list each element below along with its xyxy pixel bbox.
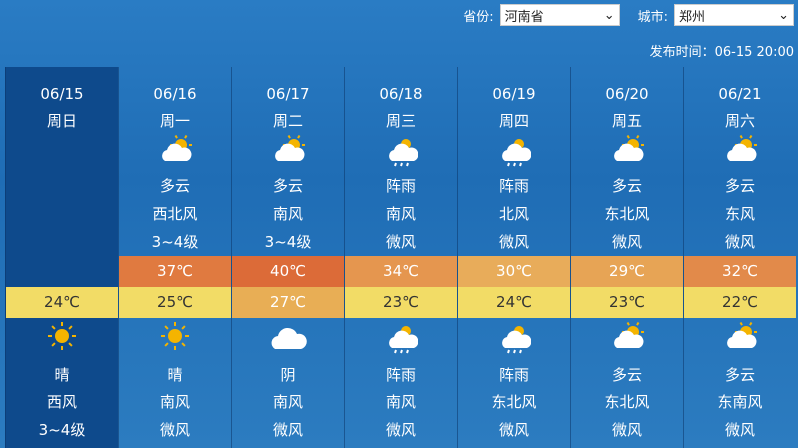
partly-cloudy-icon [722, 134, 758, 169]
date: 06/19 [492, 85, 536, 103]
cloud-icon [269, 322, 307, 356]
night-wind: 东南风 [717, 393, 763, 411]
low-temp: 23℃ [571, 287, 683, 318]
day-wind-level: 3~4级 [151, 233, 199, 251]
weekday: 周二 [272, 112, 303, 130]
sun-icon [46, 322, 78, 356]
partly-cloudy-icon [722, 321, 758, 356]
night-wind-level: 微风 [159, 421, 190, 439]
day-wind-level: 3~4级 [264, 233, 312, 251]
day-wind: 南风 [385, 205, 416, 223]
weekday: 周一 [159, 112, 190, 130]
chevron-down-icon: ⌄ [603, 7, 615, 23]
day-weather: 阵雨 [498, 177, 529, 195]
high-temp: 34℃ [345, 256, 457, 287]
publish-time: 发布时间：06-15 20:00 [649, 45, 794, 60]
night-wind-level: 微风 [724, 421, 755, 439]
day-column: 06/21 周六多云 东风 微风 32℃ 22℃ 多云 东南风 微风 [683, 67, 796, 448]
day-wind-level: 微风 [385, 233, 416, 251]
day-column: 06/18 周三阵雨 南风 微风 34℃ 23℃ 阵雨 南风 微风 [344, 67, 457, 448]
day-weather: 阵雨 [385, 177, 416, 195]
sun-icon [159, 322, 191, 356]
day-column: 06/17 周二多云 南风 3~4级 40℃ 27℃ 阴 南风 微风 [231, 67, 344, 448]
day-column: 06/19 周四阵雨 北风 微风 30℃ 24℃ 阵雨 东北风 微风 [457, 67, 570, 448]
night-weather: 晴 [167, 366, 183, 384]
partly-cloudy-icon [609, 321, 645, 356]
date: 06/17 [266, 85, 310, 103]
night-wind: 西风 [46, 393, 77, 411]
date: 06/21 [718, 85, 762, 103]
night-weather: 多云 [724, 366, 755, 384]
weekday: 周五 [611, 112, 642, 130]
day-weather: 多云 [159, 177, 190, 195]
low-temp: 23℃ [345, 287, 457, 318]
night-wind-level: 微风 [498, 421, 529, 439]
night-wind-level: 3~4级 [38, 421, 86, 439]
day-wind-level: 微风 [611, 233, 642, 251]
night-weather: 阴 [280, 366, 296, 384]
day-wind: 南风 [272, 205, 303, 223]
date: 06/15 [40, 85, 84, 103]
day-weather: 多云 [611, 177, 642, 195]
rain-icon [384, 322, 419, 358]
day-wind: 东风 [724, 205, 755, 223]
high-temp: 32℃ [684, 256, 796, 287]
low-temp: 27℃ [232, 287, 344, 318]
weekday: 周四 [498, 112, 529, 130]
day-weather: 多云 [272, 177, 303, 195]
partly-cloudy-icon [157, 134, 193, 169]
city-label: 城市: [637, 9, 668, 25]
low-temp: 25℃ [119, 287, 231, 318]
day-column: 06/16 周一多云 西北风 3~4级 37℃ 25℃ 晴 南风 微风 [118, 67, 231, 448]
night-wind: 南风 [385, 393, 416, 411]
province-select[interactable]: 河南省 ⌄ [499, 4, 620, 26]
night-weather: 阵雨 [385, 366, 416, 384]
forecast-grid: 06/15 周日 24℃ 晴 西风 3~4级 06/16 周一多云 西北风 3~4级 3… [5, 67, 796, 448]
city-select[interactable]: 郑州 ⌄ [674, 4, 794, 26]
location-selector: 省份: 河南省 ⌄ 城市: 郑州 ⌄ [463, 4, 794, 26]
chevron-down-icon: ⌄ [778, 7, 789, 23]
high-temp: 30℃ [458, 256, 570, 287]
partly-cloudy-icon [609, 134, 645, 169]
province-value: 河南省 [504, 9, 544, 25]
night-wind-level: 微风 [611, 421, 642, 439]
rain-icon [384, 135, 419, 171]
province-label: 省份: [463, 9, 494, 25]
day-wind: 东北风 [604, 205, 650, 223]
rain-icon [497, 135, 532, 171]
date: 06/20 [605, 85, 649, 103]
night-wind: 东北风 [604, 393, 650, 411]
day-column: 06/15 周日 24℃ 晴 西风 3~4级 [5, 67, 118, 448]
night-weather: 阵雨 [498, 366, 529, 384]
night-wind: 南风 [272, 393, 303, 411]
night-wind-level: 微风 [272, 421, 303, 439]
night-wind-level: 微风 [385, 421, 416, 439]
partly-cloudy-icon [270, 134, 306, 169]
high-temp: 29℃ [571, 256, 683, 287]
low-temp: 24℃ [6, 287, 118, 318]
low-temp: 24℃ [458, 287, 570, 318]
day-weather: 多云 [724, 177, 755, 195]
night-weather: 晴 [54, 366, 70, 384]
day-wind-level: 微风 [498, 233, 529, 251]
high-temp: 40℃ [232, 256, 344, 287]
high-temp: 37℃ [119, 256, 231, 287]
night-wind: 东北风 [491, 393, 537, 411]
rain-icon [497, 322, 532, 358]
day-wind: 北风 [498, 205, 529, 223]
date: 06/16 [153, 85, 197, 103]
night-weather: 多云 [611, 366, 642, 384]
weekday: 周日 [46, 112, 77, 130]
weekday: 周六 [724, 112, 755, 130]
low-temp: 22℃ [684, 287, 796, 318]
weekday: 周三 [385, 112, 416, 130]
day-column: 06/20 周五多云 东北风 微风 29℃ 23℃ 多云 东北风 微风 [570, 67, 683, 448]
date: 06/18 [379, 85, 423, 103]
night-wind: 南风 [159, 393, 190, 411]
day-wind-level: 微风 [724, 233, 755, 251]
city-value: 郑州 [679, 9, 706, 25]
day-wind: 西北风 [152, 205, 198, 223]
